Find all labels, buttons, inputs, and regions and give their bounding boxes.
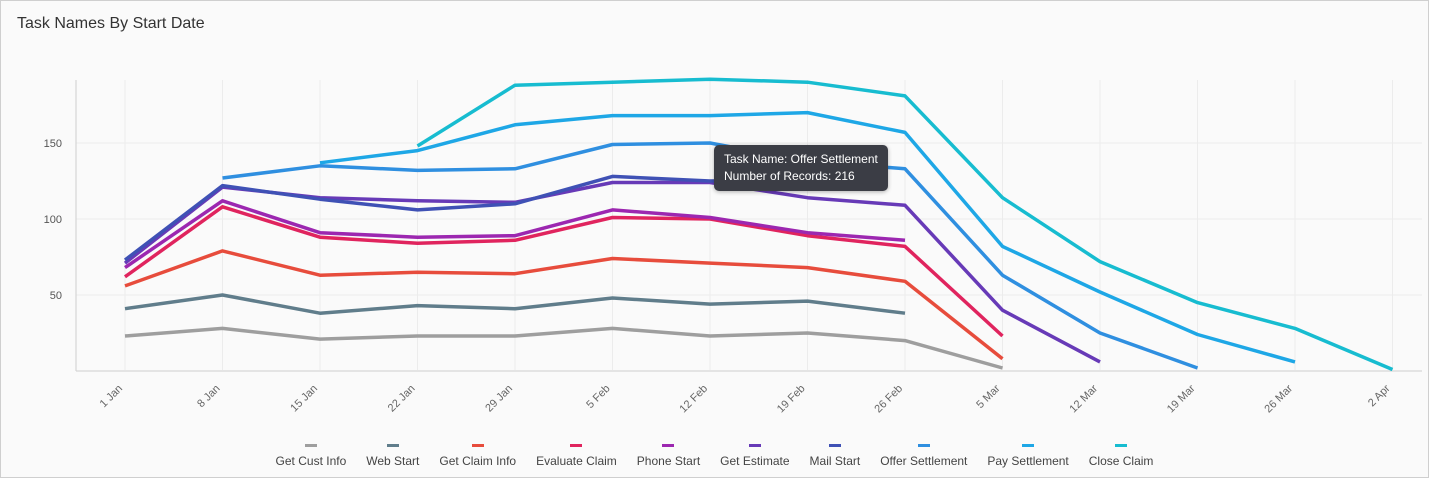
- legend-swatch: [304, 444, 317, 447]
- legend-item-get-estimate[interactable]: Get Estimate: [720, 444, 790, 468]
- legend-label: Pay Settlement: [987, 454, 1069, 468]
- y-tick-label: 50: [50, 290, 62, 302]
- tooltip-record-count: Number of Records: 216: [724, 169, 855, 183]
- y-tick-label: 100: [44, 214, 62, 226]
- legend-item-mail-start[interactable]: Mail Start: [809, 444, 861, 468]
- series-line-pay-settlement: [319, 110, 1296, 364]
- x-tick-label: 8 Jan: [195, 383, 223, 411]
- legend-swatch: [917, 444, 930, 447]
- x-tick-label: 1 Jan: [98, 383, 126, 411]
- tooltip-task-name: Task Name: Offer Settlement: [724, 152, 878, 166]
- legend-swatch: [1115, 444, 1128, 447]
- legend-item-pay-settlement[interactable]: Pay Settlement: [987, 444, 1069, 468]
- series-line-offer-settlement: [222, 141, 1199, 370]
- hover-tooltip: Task Name: Offer Settlement Number of Re…: [714, 145, 888, 191]
- x-tick-label: 5 Feb: [584, 383, 612, 411]
- legend-swatch: [471, 444, 484, 447]
- line-chart: 50 100 150 1 Jan 8 Jan 15 Jan 22 Jan 29 Jan 5 Fe…: [44, 77, 1422, 416]
- x-tick-label: 22 Jan: [386, 383, 418, 415]
- x-tick-label: 26 Feb: [872, 383, 905, 416]
- legend-item-get-claim-info[interactable]: Get Claim Info: [439, 444, 516, 468]
- series-line-close-claim: [416, 77, 1394, 372]
- series-line-evaluate-claim: [123, 205, 1004, 338]
- x-tick-label: 5 Mar: [974, 382, 1003, 411]
- x-tick-label: 2 Apr: [1366, 382, 1393, 409]
- series-line-mail-start: [123, 174, 808, 262]
- legend-item-evaluate-claim[interactable]: Evaluate Claim: [536, 444, 617, 468]
- legend-item-get-cust-info[interactable]: Get Cust Info: [275, 444, 347, 468]
- legend-label: Get Claim Info: [439, 454, 517, 468]
- x-tick-label: 19 Feb: [775, 383, 808, 416]
- legend-label: Get Cust Info: [275, 454, 347, 468]
- legend-label: Offer Settlement: [880, 454, 968, 468]
- legend-label: Phone Start: [636, 454, 701, 468]
- series-line-web-start: [124, 293, 906, 315]
- x-tick-label: 15 Jan: [288, 383, 320, 415]
- legend-label: Evaluate Claim: [536, 454, 617, 468]
- legend-label: Get Estimate: [720, 454, 790, 468]
- x-tick-label: 26 Mar: [1262, 382, 1295, 415]
- x-tick-label: 29 Jan: [483, 383, 515, 415]
- legend-item-close-claim[interactable]: Close Claim: [1088, 444, 1154, 468]
- chart-legend: Get Cust Info Web Start Get Claim Info Eval…: [0, 444, 1429, 468]
- legend-swatch: [1022, 444, 1035, 447]
- legend-item-offer-settlement[interactable]: Offer Settlement: [880, 444, 967, 468]
- chart-title: Task Names By Start Date: [17, 15, 205, 32]
- legend-label: Close Claim: [1088, 454, 1154, 468]
- series-line-get-cust-info: [124, 326, 1003, 370]
- legend-swatch: [570, 444, 583, 447]
- legend-item-phone-start[interactable]: Phone Start: [637, 444, 700, 468]
- series-line-phone-start: [124, 199, 906, 270]
- series-line-get-claim-info: [124, 249, 1004, 361]
- legend-label: Mail Start: [809, 454, 861, 468]
- legend-swatch: [828, 444, 841, 447]
- legend-swatch: [748, 444, 761, 447]
- legend-swatch: [386, 444, 399, 447]
- y-tick-label: 150: [44, 138, 62, 150]
- x-tick-label: 12 Feb: [677, 383, 710, 416]
- legend-item-web-start[interactable]: Web Start: [366, 444, 419, 468]
- x-tick-label: 12 Mar: [1067, 382, 1100, 415]
- legend-label: Web Start: [366, 454, 420, 468]
- legend-swatch: [662, 444, 675, 447]
- x-tick-label: 19 Mar: [1165, 382, 1198, 415]
